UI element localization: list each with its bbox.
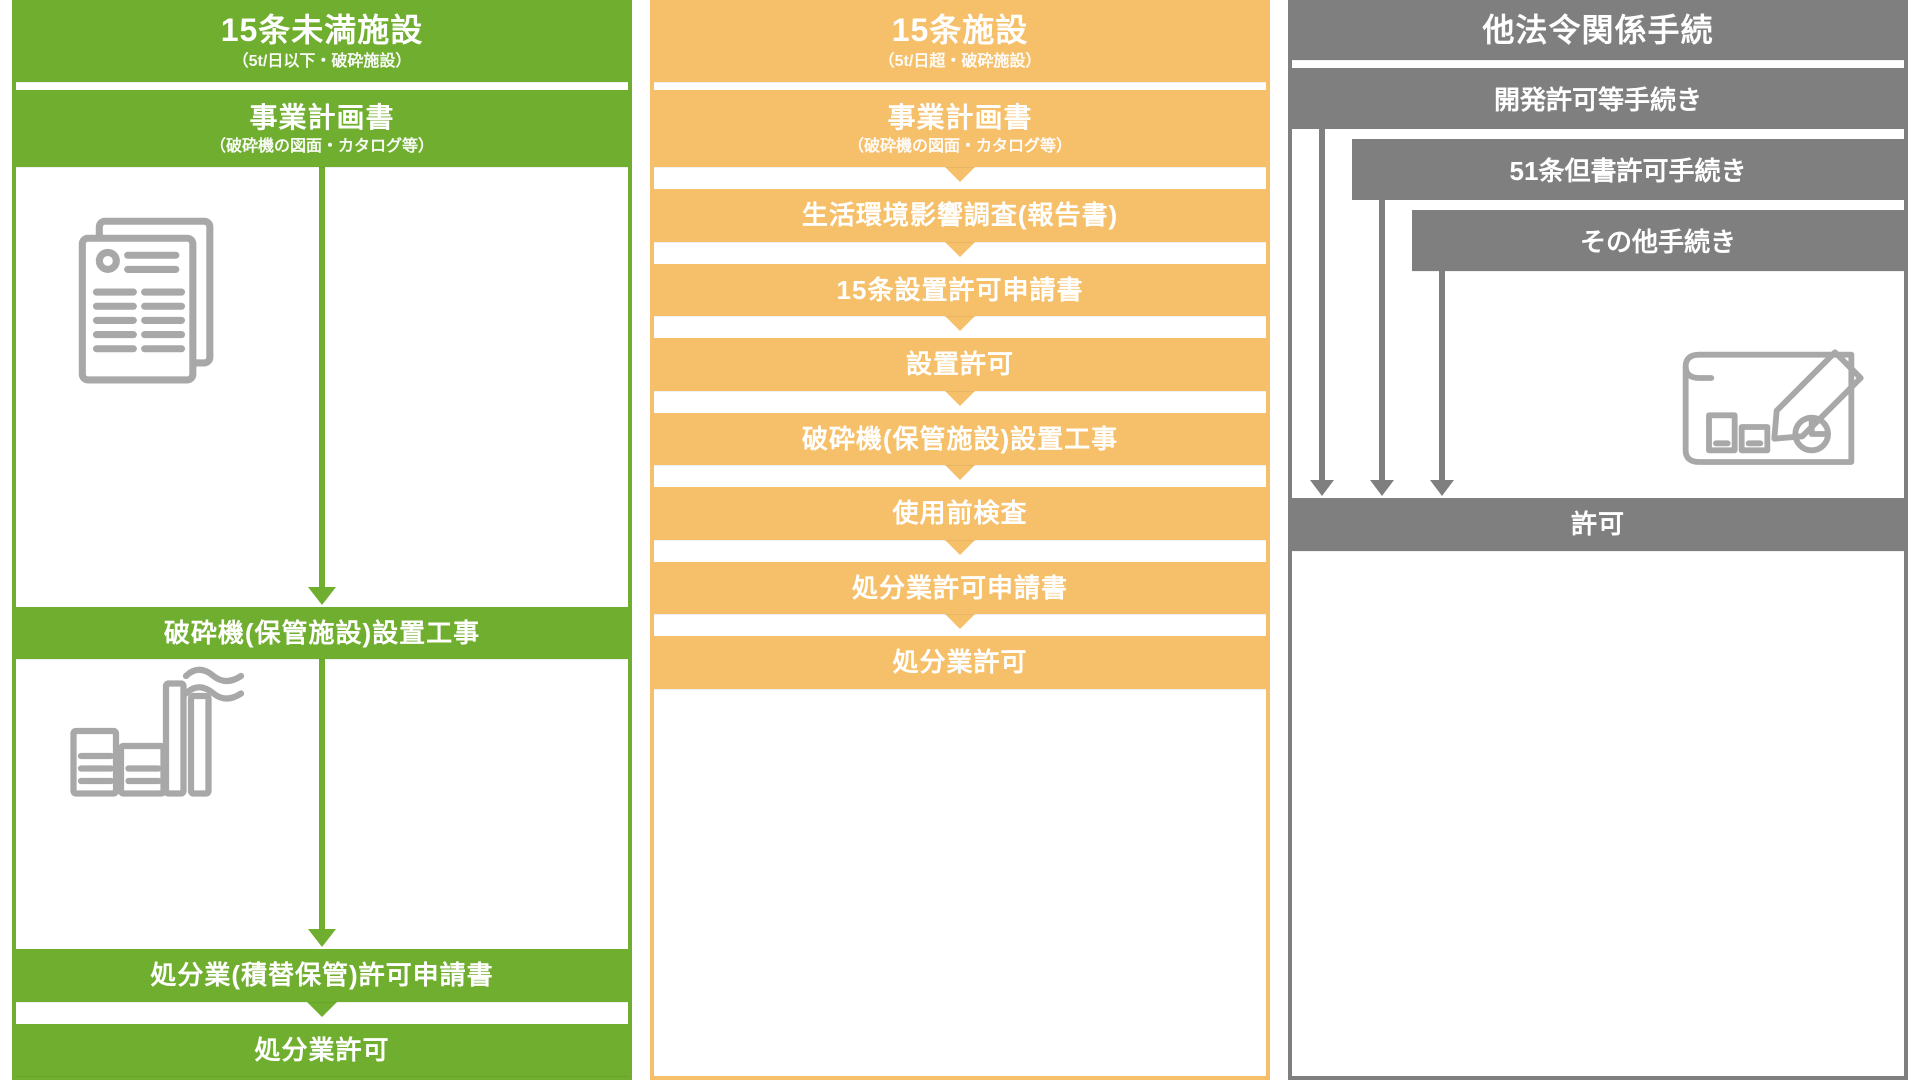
col3-branches: 開発許可等手続き 51条但書許可手続き その他手続き [1292, 68, 1904, 498]
gap [654, 391, 1266, 413]
documents-icon [71, 207, 241, 397]
col1-canvas-2 [16, 659, 628, 949]
col2-header: 15条施設 （5t/日超・破砕施設） [654, 0, 1266, 82]
col3-header-title: 他法令関係手続 [1300, 10, 1896, 50]
gap [654, 82, 1266, 90]
col3-header: 他法令関係手続 [1292, 0, 1904, 60]
col2-step-6-t: 処分業許可申請書 [662, 572, 1258, 605]
col1-header-sub: （5t/日以下・破砕施設） [24, 52, 620, 72]
col3-permit-t: 許可 [1300, 508, 1896, 541]
col3-branch-0-t: 開発許可等手続き [1494, 85, 1702, 115]
col1-construction-t: 破砕機(保管施設)設置工事 [24, 617, 620, 650]
col2-step-1: 生活環境影響調査(報告書) [654, 189, 1266, 242]
col1-plan-sub: （破砕機の図面・カタログ等） [24, 137, 620, 157]
gap [654, 242, 1266, 264]
col3-branch-1-t: 51条但書許可手続き [1510, 156, 1747, 186]
col2-step-7: 処分業許可 [654, 636, 1266, 689]
gap [654, 316, 1266, 338]
gap [654, 465, 1266, 487]
col2-step-6: 処分業許可申請書 [654, 562, 1266, 615]
track-other-laws: 他法令関係手続 開発許可等手続き 51条但書許可手続き その他手続き [1288, 0, 1908, 1080]
gap [654, 540, 1266, 562]
col1-canvas-1 [16, 167, 628, 607]
col2-step-0-sub: （破砕機の図面・カタログ等） [662, 137, 1258, 157]
gap [16, 82, 628, 90]
gap [654, 167, 1266, 189]
col2-step-3-t: 設置許可 [662, 348, 1258, 381]
col2-step-7-t: 処分業許可 [662, 646, 1258, 679]
track-under-15: 15条未満施設 （5t/日以下・破砕施設） 事業計画書 （破砕機の図面・カタログ… [12, 0, 632, 1080]
gap [16, 1002, 628, 1024]
col1-plan: 事業計画書 （破砕機の図面・カタログ等） [16, 90, 628, 167]
col2-step-1-t: 生活環境影響調査(報告書) [662, 199, 1258, 232]
col3-branch-2-t: その他手続き [1580, 227, 1736, 257]
col1-header-title: 15条未満施設 [24, 10, 620, 50]
col3-branch-1: 51条但書許可手続き [1352, 139, 1904, 200]
blueprint-icon [1674, 338, 1884, 488]
col2-header-sub: （5t/日超・破砕施設） [662, 52, 1258, 72]
col2-header-title: 15条施設 [662, 10, 1258, 50]
col1-header: 15条未満施設 （5t/日以下・破砕施設） [16, 0, 628, 82]
col2-step-4-t: 破砕機(保管施設)設置工事 [662, 423, 1258, 456]
col2-step-0-title: 事業計画書 [662, 100, 1258, 135]
col3-branch-2: その他手続き [1412, 210, 1904, 271]
col2-step-5-t: 使用前検査 [662, 497, 1258, 530]
col2-step-5: 使用前検査 [654, 487, 1266, 540]
col1-construction: 破砕機(保管施設)設置工事 [16, 607, 628, 660]
col1-application-t: 処分業(積替保管)許可申請書 [24, 959, 620, 992]
gap [1292, 60, 1904, 68]
col2-step-2: 15条設置許可申請書 [654, 264, 1266, 317]
gap [654, 614, 1266, 636]
col2-step-3: 設置許可 [654, 338, 1266, 391]
col2-step-2-t: 15条設置許可申請書 [662, 274, 1258, 307]
col2-step-4: 破砕機(保管施設)設置工事 [654, 413, 1266, 466]
col3-permit: 許可 [1292, 498, 1904, 551]
col1-permit: 処分業許可 [16, 1024, 628, 1077]
col3-blank [1292, 551, 1904, 1077]
col1-permit-t: 処分業許可 [24, 1034, 620, 1067]
col1-plan-title: 事業計画書 [24, 100, 620, 135]
factory-icon [61, 651, 261, 811]
track-15: 15条施設 （5t/日超・破砕施設） 事業計画書 （破砕機の図面・カタログ等） … [650, 0, 1270, 1080]
col2-step-0: 事業計画書 （破砕機の図面・カタログ等） [654, 90, 1266, 167]
col3-branch-0: 開発許可等手続き [1292, 68, 1904, 129]
col1-application: 処分業(積替保管)許可申請書 [16, 949, 628, 1002]
